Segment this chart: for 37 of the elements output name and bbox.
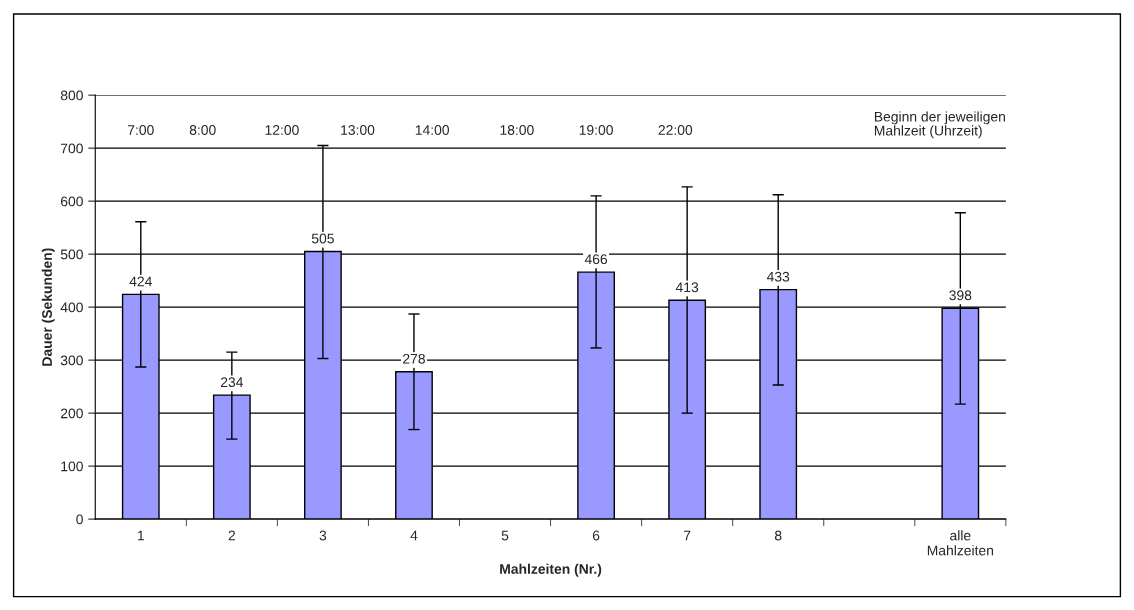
annotation: 14:00: [415, 125, 450, 135]
y-tick-label: 0: [76, 514, 83, 525]
y-tick-label: 600: [60, 196, 83, 207]
data-label: 413: [675, 282, 699, 293]
data-label: 424: [129, 276, 152, 287]
x-tick-label: 8: [774, 530, 782, 541]
x-tick-label: 2: [228, 530, 236, 541]
x-tick-label: alle Mahlzeiten: [927, 530, 994, 556]
data-label: 278: [403, 353, 425, 364]
y-tick-label: 800: [60, 90, 83, 101]
annotation: 8:00: [189, 125, 216, 135]
annotation: 18:00: [500, 125, 534, 135]
x-tick-label: 6: [592, 530, 600, 541]
annotation: 19:00: [579, 125, 613, 135]
y-tick-label: 200: [60, 408, 83, 419]
annotation: 7:00: [127, 125, 154, 135]
y-tick-label: 300: [60, 355, 83, 366]
annotation: 13:00: [341, 125, 375, 135]
x-tick-label: 4: [410, 530, 418, 541]
data-label: 466: [584, 254, 608, 265]
annotation: 22:00: [658, 125, 693, 135]
y-tick-label: 400: [60, 302, 83, 313]
data-label: 234: [220, 377, 244, 388]
x-tick-label: 1: [137, 530, 144, 541]
x-axis-title: Mahlzeiten (Nr.): [500, 563, 602, 577]
annotation: Beginn der jeweiligen Mahlzeit (Uhrzeit): [874, 111, 1005, 139]
annotation: 12:00: [265, 125, 299, 135]
y-tick-label: 500: [60, 249, 83, 260]
y-tick-label: 700: [60, 143, 83, 154]
y-axis-title: Dauer (Sekunden): [41, 248, 55, 366]
y-tick-label: 100: [61, 461, 83, 472]
x-tick-label: 3: [319, 530, 327, 541]
data-label: 505: [311, 233, 334, 244]
data-label: 398: [949, 290, 972, 301]
data-label: 433: [766, 271, 790, 282]
x-tick-label: 7: [684, 530, 691, 541]
x-tick-label: 5: [501, 530, 509, 541]
